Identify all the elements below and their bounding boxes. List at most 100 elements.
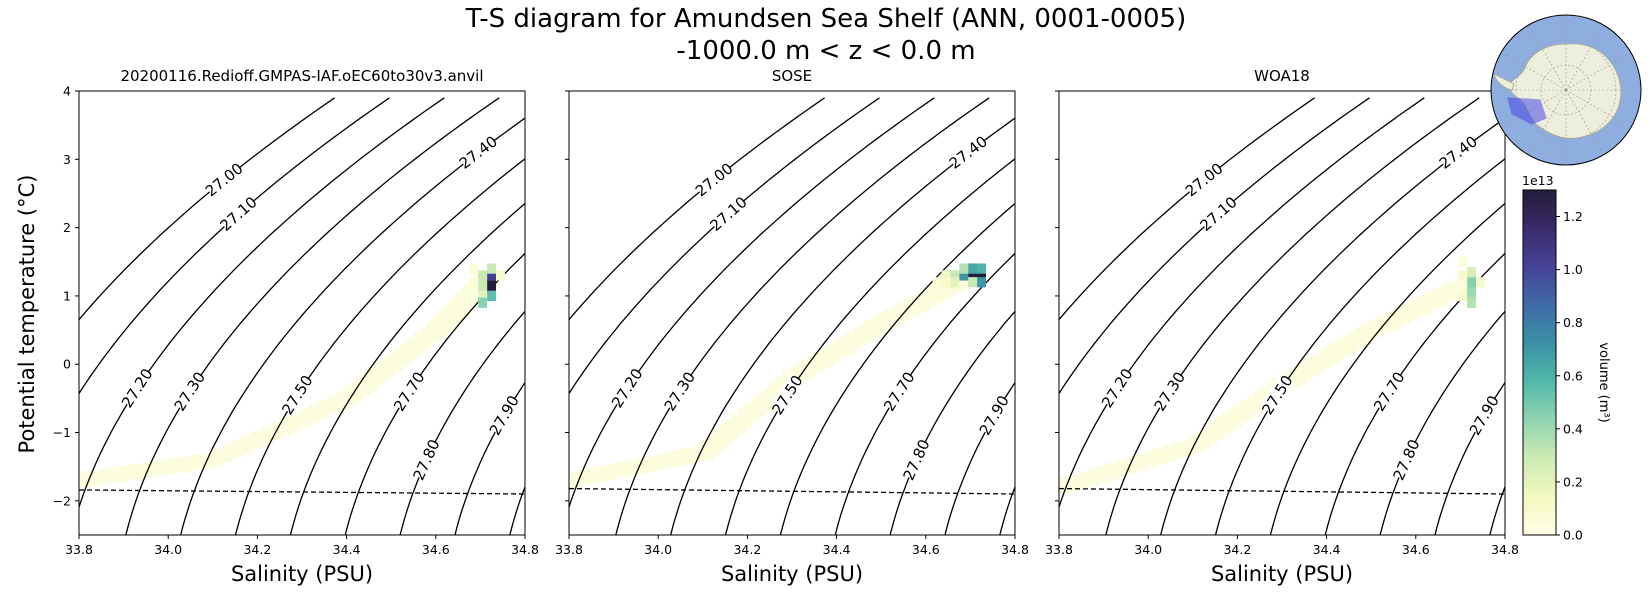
- volume-cell: [478, 270, 488, 281]
- volume-cell: [959, 270, 969, 281]
- inset-graticule-meridian: [1565, 89, 1604, 156]
- contour-label-bg: [279, 374, 316, 416]
- freezing-line: [79, 489, 525, 495]
- x-tick-label: 34.2: [1223, 542, 1251, 557]
- x-tick-label: 34.6: [912, 542, 940, 557]
- contour-label: 27.30: [171, 369, 209, 415]
- volume-cell: [959, 263, 969, 274]
- plot-frame: [568, 90, 1016, 536]
- inset-graticule-meridian: [1528, 89, 1567, 156]
- density-contour-27.20: [1059, 97, 1425, 510]
- volume-band: [79, 272, 498, 488]
- contour-label-bg: [119, 367, 156, 409]
- contour-label: 27.70: [1370, 369, 1408, 415]
- contour-label-bg: [769, 374, 806, 416]
- x-tick-label: 34.8: [1491, 542, 1519, 557]
- volume-cell: [968, 277, 978, 288]
- x-tick-label: 34.4: [333, 542, 361, 557]
- inset-graticule-meridian: [1565, 52, 1632, 91]
- freezing-line: [569, 487, 1015, 495]
- contour-label: 27.90: [486, 392, 523, 438]
- colorbar: 0.0 0.2 0.4 0.6 0.8 1.0 1.2 1e13 volume (m³): [1522, 173, 1611, 543]
- density-contour-27.50: [724, 158, 1015, 535]
- x-tick-label: 34.0: [1134, 542, 1162, 557]
- contour-label: 27.70: [880, 369, 918, 415]
- volume-cell: [478, 297, 488, 308]
- contour-label: 27.00: [202, 159, 247, 200]
- density-contour-27.90: [454, 381, 525, 535]
- y-tick-label: 0: [63, 357, 71, 372]
- y-tick-label: 1: [63, 288, 71, 303]
- density-contour-27.10: [569, 97, 880, 395]
- contour-label-bg: [1198, 194, 1239, 234]
- contour-label: 27.40: [946, 132, 991, 172]
- volume-cell: [1467, 266, 1477, 278]
- x-tick-label: 34.4: [823, 542, 851, 557]
- volume-cell: [478, 290, 488, 302]
- colorbar-tick-label: 1.0: [1563, 262, 1583, 277]
- volume-cell: [496, 270, 505, 281]
- volume-cell: [487, 263, 497, 274]
- density-contour-27.10: [79, 97, 390, 395]
- contour-label-bg: [1099, 367, 1136, 409]
- density-contour-27.60: [1269, 202, 1505, 535]
- contour-label: 27.00: [1182, 159, 1227, 200]
- inset-graticule-meridian: [1500, 52, 1567, 91]
- contour-label-bg: [391, 370, 428, 413]
- x-tick-label: 33.8: [65, 542, 93, 557]
- y-axis-label: Potential temperature (°C): [15, 175, 39, 454]
- density-contour-27.70: [1324, 252, 1505, 535]
- density-contour-27.50: [1214, 158, 1505, 535]
- x-tick-label: 34.8: [511, 542, 539, 557]
- y-tick-label: 3: [63, 152, 71, 167]
- inset-map: [1490, 14, 1642, 166]
- colorbar-tick-label: 1.2: [1563, 209, 1583, 224]
- panel-title: SOSE: [772, 67, 812, 85]
- density-contour-27.70: [834, 252, 1015, 535]
- density-contour-27.60: [289, 202, 525, 535]
- contour-label: 27.30: [661, 369, 699, 415]
- contour-label-bg: [1371, 370, 1408, 413]
- inset-graticule-meridian: [1565, 89, 1632, 128]
- density-contour-27.40: [180, 117, 525, 535]
- colorbar-tick-label: 0.4: [1563, 421, 1583, 436]
- contour-label: 27.90: [976, 392, 1013, 438]
- contour-label: 27.10: [1197, 193, 1241, 235]
- contour-label-bg: [977, 394, 1012, 437]
- volume-cell: [487, 270, 497, 281]
- density-contour-27.70: [344, 252, 525, 535]
- contour-label: 27.10: [707, 193, 751, 235]
- volume-cell: [1467, 287, 1477, 298]
- contour-label-bg: [1437, 133, 1479, 172]
- density-contour-27.20: [569, 97, 935, 510]
- density-contour-27.60: [779, 202, 1015, 535]
- volume-cell: [968, 270, 978, 281]
- x-tick-label: 34.6: [1402, 542, 1430, 557]
- x-tick-label: 34.2: [733, 542, 761, 557]
- contour-label-bg: [410, 438, 443, 481]
- contour-label-bg: [609, 367, 646, 409]
- contour-label-bg: [1152, 370, 1188, 413]
- figure-title-line2: -1000.0 m < z < 0.0 m: [676, 36, 975, 66]
- contour-label-bg: [172, 370, 208, 413]
- volume-cell: [1458, 290, 1468, 302]
- contour-label: 27.20: [1098, 365, 1137, 411]
- x-tick-label: 34.6: [422, 542, 450, 557]
- inset-graticule-meridian: [1528, 24, 1567, 91]
- colorbar-tick-label: 0.2: [1563, 474, 1583, 489]
- plot-frame: [78, 90, 526, 536]
- contour-label: 27.90: [1466, 392, 1503, 438]
- colorbar-tick-label: 0.8: [1563, 315, 1583, 330]
- inset-graticule-meridian: [1565, 24, 1604, 91]
- contour-label-bg: [1467, 394, 1502, 437]
- x-tick-label: 34.4: [1313, 542, 1341, 557]
- volume-cell: [950, 270, 960, 281]
- region-highlight: [1507, 97, 1547, 125]
- density-contour-27.20: [79, 97, 445, 510]
- x-tick-label: 34.2: [243, 542, 271, 557]
- contour-label: 27.80: [409, 437, 443, 484]
